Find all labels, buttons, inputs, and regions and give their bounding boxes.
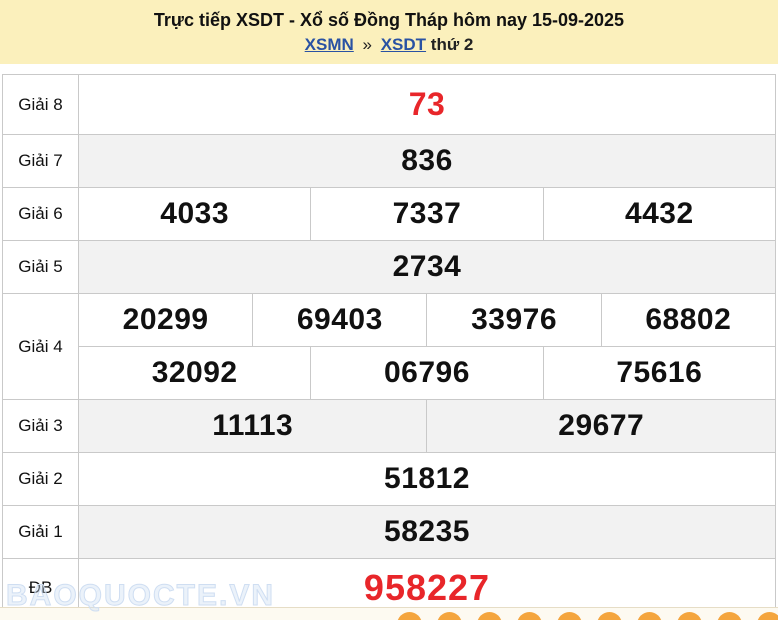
prize-number: 69403 [252, 293, 428, 347]
table-row-prize2: Giải 2 51812 [2, 452, 776, 506]
lottery-ball-icon [517, 612, 542, 620]
page-title: Trực tiếp XSDT - Xổ số Đồng Tháp hôm nay… [153, 10, 625, 30]
lottery-ball-icon [637, 612, 662, 620]
table-row-prize8: Giải 8 73 [2, 74, 776, 135]
prize-number: 68802 [600, 293, 777, 347]
prize-label: Giải 1 [2, 505, 79, 559]
prize-number: 51812 [78, 452, 776, 506]
prize-number: 73 [78, 74, 776, 135]
lottery-ball-icon [557, 612, 582, 620]
prize-label: Giải 8 [2, 74, 79, 135]
prize-number: 33976 [426, 293, 602, 347]
prize-number: 11113 [77, 399, 428, 453]
prize-number: 2734 [78, 240, 776, 294]
prize-label: Giải 5 [2, 240, 79, 294]
prize-label: Giải 2 [2, 452, 79, 506]
prize-number: 29677 [426, 399, 776, 453]
lottery-ball-icon [757, 612, 778, 620]
table-row-prize7: Giải 7 836 [2, 134, 776, 188]
breadcrumb-suffix: thứ 2 [430, 35, 474, 54]
prize-number: 836 [78, 134, 776, 188]
lottery-ball-icon [717, 612, 742, 620]
prize-number: 32092 [77, 346, 312, 400]
prize-number: 75616 [542, 346, 777, 400]
results-table: Giải 8 73 Giải 7 836 Giải 6 4033 7337 44… [2, 74, 777, 618]
prize-number: 4432 [542, 187, 777, 241]
table-row-prize5: Giải 5 2734 [2, 240, 776, 294]
prize-label: Giải 6 [2, 187, 79, 241]
prize-number: 7337 [310, 187, 544, 241]
prize-label: Giải 3 [2, 399, 79, 453]
prize-label: Giải 7 [2, 134, 79, 188]
table-row-prize3: Giải 3 11113 29677 [2, 399, 776, 453]
lottery-ball-icon [437, 612, 462, 620]
page-header: Trực tiếp XSDT - Xổ số Đồng Tháp hôm nay… [0, 0, 778, 64]
breadcrumb-link-xsdt[interactable]: XSDT [380, 35, 427, 54]
breadcrumb-separator: » [362, 35, 372, 54]
prize-number: 4033 [77, 187, 312, 241]
table-row-prize1: Giải 1 58235 [2, 505, 776, 559]
footer-strip [0, 607, 778, 620]
breadcrumb-link-xsmn[interactable]: XSMN [304, 35, 354, 54]
lottery-ball-icon [597, 612, 622, 620]
lottery-ball-icon [677, 612, 702, 620]
table-row-prize4b: 32092 06796 75616 [3, 346, 777, 400]
prize-label: Giải 4 [2, 293, 79, 400]
prize-number: 20299 [77, 293, 254, 347]
prize-number: 06796 [310, 346, 544, 400]
table-row-prize6: Giải 6 4033 7337 4432 [2, 187, 777, 241]
lottery-ball-icon [477, 612, 502, 620]
lottery-ball-icon [397, 612, 422, 620]
prize-number: 58235 [78, 505, 776, 559]
breadcrumb: XSMN » XSDT thứ 2 [0, 35, 778, 55]
table-row-prize4a: Giải 4 20299 69403 33976 68802 [2, 293, 777, 400]
